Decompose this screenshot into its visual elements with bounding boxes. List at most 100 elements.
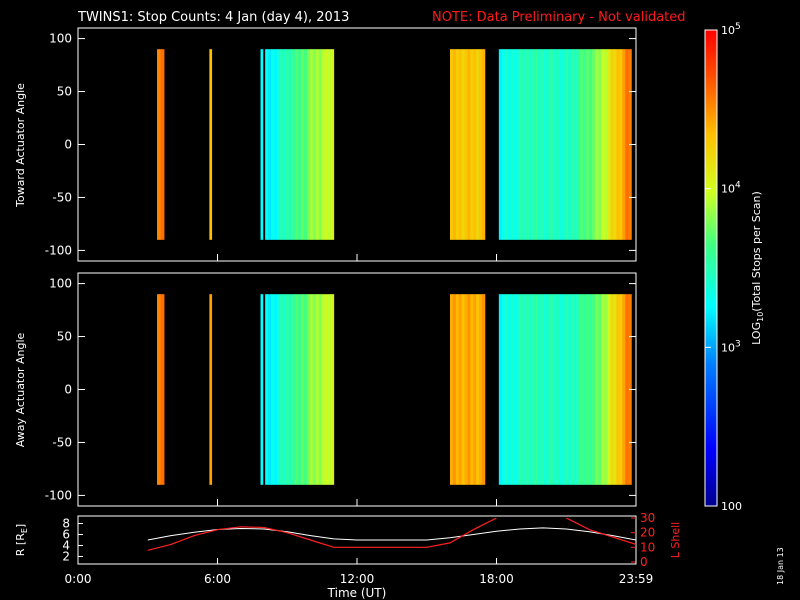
heatmap-cell: [292, 294, 296, 485]
heatmap-cell: [479, 294, 483, 485]
figure-title: TWINS1: Stop Counts: 4 Jan (day 4), 2013: [77, 10, 349, 25]
heatmap-cell: [476, 294, 480, 485]
heatmap-cell: [268, 294, 272, 485]
lshell-line: [147, 518, 636, 551]
heatmap-cell: [550, 294, 554, 485]
heatmap-cell: [622, 294, 626, 485]
heatmap-cell: [481, 294, 486, 485]
heatmap-cell: [513, 49, 518, 240]
heatmap-cell: [598, 294, 602, 485]
radius-line: [147, 527, 636, 541]
heatmap-cell: [315, 49, 320, 240]
heatmap-cell: [504, 294, 509, 485]
heatmap-cell: [157, 49, 161, 240]
heatmap-cell: [531, 294, 536, 485]
heatmap-cell: [309, 49, 314, 240]
heatmap-cell: [327, 49, 332, 240]
heatmap-cell: [604, 294, 608, 485]
heatmap-cell: [537, 294, 542, 485]
heatmap-cell: [294, 49, 299, 240]
orbit-right-tick-label: 10: [640, 540, 655, 554]
heatmap-cell: [452, 49, 457, 240]
heatmap-cell: [260, 294, 264, 485]
preliminary-note: NOTE: Data Preliminary - Not validated: [432, 10, 686, 25]
heatmap-cell: [516, 49, 521, 240]
heatmap-cell: [464, 294, 468, 485]
heatmap-cell: [595, 49, 599, 240]
heatmap-cell: [544, 294, 548, 485]
heatmap-cell: [550, 49, 554, 240]
heatmap-cell: [574, 49, 578, 240]
radius-axis-label: R [RE]: [14, 524, 29, 556]
toward-y-label: Toward Actuator Angle: [14, 83, 27, 208]
colorbar-gradient: [704, 29, 718, 507]
heatmap-cell: [315, 294, 320, 485]
heatmap-cell: [613, 49, 617, 240]
heatmap-cell: [476, 49, 480, 240]
heatmap-cell: [625, 294, 629, 485]
heatmap-cell: [300, 294, 305, 485]
y-tick-label: -50: [52, 435, 72, 449]
away-panel: 100 50 0 -50 -100 Away Actuator Angle: [14, 272, 637, 507]
heatmap-cell: [610, 294, 614, 485]
heatmap-cell: [286, 49, 290, 240]
heatmap-cell: [294, 294, 299, 485]
heatmap-cell: [479, 49, 483, 240]
heatmap-cell: [622, 49, 626, 240]
heatmap-cell: [510, 294, 515, 485]
heatmap-cell: [540, 294, 545, 485]
heatmap-cell: [312, 294, 317, 485]
heatmap-cell: [467, 294, 471, 485]
x-tick-label: 0:00: [65, 572, 92, 586]
heatmap-cell: [498, 294, 503, 485]
orbit-left-tick-label: 8: [62, 517, 70, 531]
heatmap-cell: [562, 49, 566, 240]
heatmap-cell: [458, 294, 463, 485]
x-tick-label: 6:00: [204, 572, 231, 586]
heatmap-cell: [292, 49, 296, 240]
y-tick-label: -100: [45, 488, 72, 502]
heatmap-cell: [470, 294, 474, 485]
heatmap-cell: [562, 294, 566, 485]
heatmap-cell: [625, 49, 629, 240]
heatmap-cell: [553, 294, 557, 485]
heatmap-cell: [327, 294, 332, 485]
heatmap-cell: [330, 49, 335, 240]
toward-panel: 100 50 0 -50 -100 Toward Actuator Angle: [14, 27, 637, 262]
heatmap-cell: [525, 294, 530, 485]
heatmap-cell: [209, 294, 213, 485]
heatmap-cell: [507, 294, 512, 485]
heatmap-cell: [481, 49, 486, 240]
colorbar-tick-label: 105: [721, 22, 741, 37]
y-tick-label: 100: [49, 277, 72, 291]
heatmap-cell: [470, 49, 474, 240]
heatmap-cell: [583, 49, 587, 240]
heatmap-cell: [610, 49, 614, 240]
heatmap-cell: [544, 49, 548, 240]
heatmap-cell: [464, 49, 468, 240]
heatmap-cell: [565, 49, 569, 240]
heatmap-cell: [455, 49, 460, 240]
heatmap-cell: [271, 294, 275, 485]
heatmap-cell: [324, 294, 329, 485]
heatmap-cell: [598, 49, 602, 240]
heatmap-cell: [574, 294, 578, 485]
heatmap-cell: [580, 49, 584, 240]
heatmap-cell: [160, 294, 165, 485]
heatmap-cell: [277, 294, 281, 485]
heatmap-cell: [619, 294, 623, 485]
heatmap-cell: [265, 49, 269, 240]
heatmap-cell: [157, 294, 161, 485]
orbit-right-tick-label: 30: [640, 511, 655, 525]
heatmap-cell: [504, 49, 509, 240]
heatmap-cell: [604, 49, 608, 240]
x-axis-ticks: 0:00 6:00 12:00 18:00 23:59: [65, 254, 653, 586]
heatmap-cell: [547, 49, 551, 240]
heatmap-cell: [607, 49, 611, 240]
heatmap-cell: [321, 294, 326, 485]
heatmap-cell: [501, 294, 506, 485]
heatmap-cell: [209, 49, 213, 240]
heatmap-cell: [461, 294, 465, 485]
